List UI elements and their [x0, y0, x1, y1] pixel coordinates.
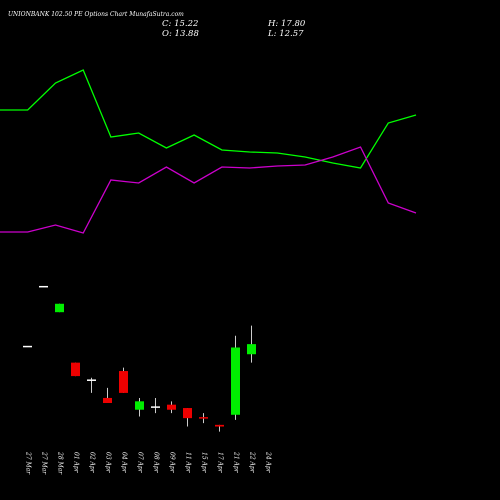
- x-tick-label: 04 Apr: [121, 452, 128, 474]
- candle: [39, 285, 48, 288]
- candle-body: [215, 424, 224, 427]
- candle-body: [71, 362, 80, 377]
- low-readout: L: 12.57: [267, 29, 304, 39]
- candle-body: [119, 371, 128, 393]
- overlay-line-1: [0, 69, 417, 169]
- x-tick-label: 22 Apr: [249, 451, 256, 474]
- x-tick-label: 09 Apr: [169, 452, 176, 474]
- candle-body: [247, 344, 256, 355]
- x-tick-label: 03 Apr: [105, 452, 112, 474]
- candle: [183, 408, 192, 427]
- candle: [135, 397, 144, 417]
- candle: [71, 362, 80, 377]
- candle-body: [87, 379, 96, 381]
- x-tick-label: 01 Apr: [73, 452, 80, 474]
- close-readout: C: 15.22: [162, 19, 198, 29]
- high-readout: H: 17.80: [267, 19, 306, 29]
- candle-body: [23, 345, 32, 348]
- candle: [103, 387, 112, 403]
- x-tick-label: 24 Apr: [265, 451, 272, 474]
- candles: [23, 285, 256, 432]
- candle: [55, 303, 64, 313]
- x-tick-label: 11 Apr: [185, 452, 192, 474]
- x-tick-label: 08 Apr: [153, 452, 160, 474]
- candle: [87, 377, 96, 393]
- chart-title: UNIONBANK 102.50 PE Options Chart Munafa…: [8, 11, 184, 18]
- x-tick-label: 02 Apr: [89, 452, 96, 474]
- x-tick-label: 28 Mar: [57, 451, 64, 475]
- x-tick-label: 15 Apr: [201, 452, 208, 474]
- x-tick-label: 27 Mar: [41, 451, 48, 475]
- candle-body: [39, 285, 48, 288]
- candle-body: [151, 406, 160, 408]
- candle-body: [167, 404, 176, 410]
- candle: [215, 424, 224, 432]
- x-tick-label: 27 Mar: [25, 451, 32, 475]
- candle: [199, 413, 208, 424]
- candle: [119, 367, 128, 393]
- candle-body: [231, 347, 240, 415]
- candle-body: [103, 397, 112, 403]
- open-readout: O: 13.88: [162, 29, 199, 39]
- candle: [167, 401, 176, 414]
- x-tick-label: 07 Apr: [137, 452, 144, 474]
- candle: [23, 345, 32, 348]
- candle-body: [183, 408, 192, 419]
- overlay-lines: [0, 69, 417, 234]
- candle: [231, 335, 240, 420]
- candle-body: [135, 401, 144, 410]
- x-tick-label: 17 Apr: [217, 452, 224, 474]
- x-tick-label: 21 Apr: [233, 451, 240, 474]
- overlay-line-2: [0, 146, 417, 234]
- candle: [151, 397, 160, 414]
- candle-body: [199, 417, 208, 419]
- x-axis-labels: 27 Mar 27 Mar 28 Mar 01 Apr 02 Apr 03 Apr 04 A…: [25, 451, 272, 475]
- candle-body: [55, 303, 64, 313]
- candle: [247, 325, 256, 363]
